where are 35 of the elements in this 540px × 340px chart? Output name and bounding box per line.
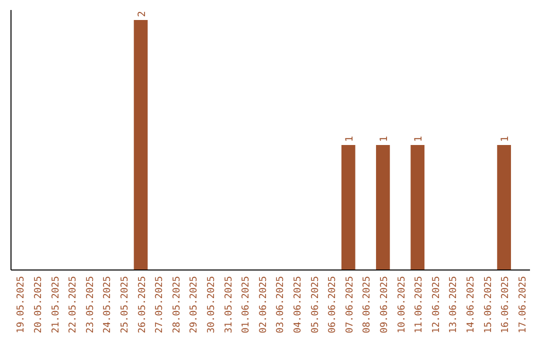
x-tick-label: 15.06.2025 [482, 276, 494, 334]
x-tick-label: 19.05.2025 [16, 276, 27, 334]
x-tick-label: 20.05.2025 [32, 276, 44, 334]
x-tick-label: 01.06.2025 [240, 276, 252, 334]
x-tick-label: 13.06.2025 [448, 276, 460, 334]
data-label: 1 [500, 136, 512, 142]
x-tick-label: 04.06.2025 [292, 276, 304, 334]
x-tick-label: 28.05.2025 [171, 276, 182, 334]
x-tick-label: 23.05.2025 [84, 276, 96, 334]
x-tick-label: 21.05.2025 [50, 276, 62, 334]
x-tick-label: 31.05.2025 [223, 276, 234, 334]
x-tick-label: 30.05.2025 [206, 276, 217, 334]
x-tick-label: 26.05.2025 [136, 276, 148, 334]
x-tick-label: 06.06.2025 [327, 276, 338, 334]
x-tick-label: 07.06.2025 [344, 276, 356, 334]
x-tick-label: 17.06.2025 [517, 276, 528, 334]
data-label: 1 [414, 136, 425, 142]
x-tick-label: 02.06.2025 [258, 276, 269, 334]
x-tick-label: 25.05.2025 [119, 276, 130, 334]
data-label: 2 [136, 10, 148, 17]
x-tick-label: 16.06.2025 [500, 276, 512, 334]
x-tick-label: 14.06.2025 [465, 276, 476, 334]
x-tick-label: 05.06.2025 [310, 276, 321, 334]
x-tick-label: 11.06.2025 [414, 276, 425, 334]
x-tick-label: 10.06.2025 [396, 276, 408, 334]
x-tick-label: 29.05.2025 [188, 276, 200, 334]
x-tick-label: 12.06.2025 [430, 276, 442, 334]
data-label: 1 [378, 136, 390, 142]
x-tick-label: 24.05.2025 [102, 276, 114, 334]
x-tick-label: 22.05.2025 [68, 276, 79, 334]
x-tick-label: 08.06.2025 [362, 276, 373, 334]
x-tick-label: 09.06.2025 [378, 276, 390, 334]
data-label: 1 [344, 136, 356, 142]
x-tick-label: 27.05.2025 [154, 276, 166, 334]
x-tick-label: 03.06.2025 [275, 276, 286, 334]
